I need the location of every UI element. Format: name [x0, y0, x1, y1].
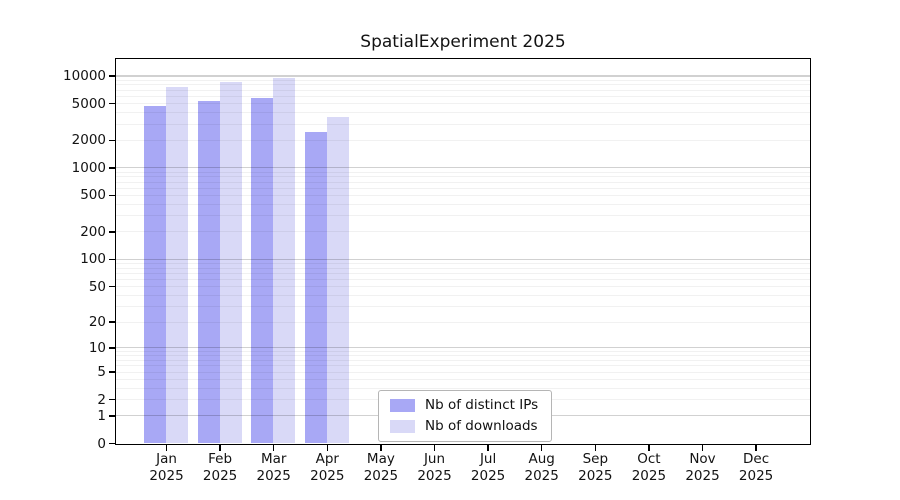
- y-tick: [109, 231, 115, 233]
- x-tick-label-may-2025: May 2025: [363, 451, 399, 484]
- x-tick: [219, 445, 221, 451]
- y-tick-label: 1: [97, 407, 106, 424]
- x-tick: [648, 445, 650, 451]
- y-tick-label: 50: [88, 278, 106, 295]
- y-tick: [109, 321, 115, 323]
- y-tick: [109, 415, 115, 417]
- y-tick-label: 200: [80, 223, 106, 240]
- x-tick-label-dec-2025: Dec 2025: [738, 451, 774, 484]
- x-tick: [701, 445, 704, 451]
- bar-distinct-ips-apr-2025: [304, 131, 327, 443]
- bar-downloads-apr-2025: [326, 116, 349, 443]
- y-tick: [109, 442, 115, 445]
- y-tick-label: 100: [80, 251, 106, 268]
- x-tick: [594, 445, 596, 451]
- y-tick-label: 5: [97, 364, 106, 380]
- bar-distinct-ips-feb-2025: [197, 100, 220, 443]
- x-tick-label-aug-2025: Aug 2025: [524, 451, 559, 484]
- x-tick: [326, 445, 328, 451]
- gridline-major: [116, 75, 810, 77]
- y-tick: [109, 194, 115, 197]
- legend-swatch-distinct-ips: [390, 399, 415, 412]
- y-tick-label: 5000: [71, 95, 106, 112]
- y-tick-label: 0: [97, 435, 106, 452]
- x-tick: [433, 445, 436, 451]
- x-tick-label-oct-2025: Oct 2025: [631, 451, 667, 484]
- y-tick: [109, 285, 115, 288]
- legend-swatch-downloads: [390, 420, 415, 433]
- y-tick-label: 2: [97, 391, 106, 408]
- legend-item-downloads: Nb of downloads: [390, 419, 538, 434]
- y-tick: [109, 371, 115, 373]
- y-tick-label: 10000: [63, 68, 106, 84]
- legend-label-downloads: Nb of downloads: [425, 418, 538, 434]
- legend-label-distinct-ips: Nb of distinct IPs: [425, 397, 539, 413]
- x-tick-label-jul-2025: Jul 2025: [470, 451, 506, 484]
- bar-distinct-ips-jan-2025: [144, 105, 166, 443]
- bar-downloads-jan-2025: [166, 86, 188, 443]
- y-tick: [109, 75, 115, 77]
- y-tick-label: 10: [88, 339, 106, 356]
- x-tick: [273, 445, 275, 451]
- x-tick: [541, 445, 543, 451]
- y-tick-label: 2000: [71, 132, 106, 149]
- x-tick-label-sep-2025: Sep 2025: [578, 451, 613, 484]
- legend-item-distinct-ips: Nb of distinct IPs: [390, 398, 538, 413]
- x-tick: [487, 445, 489, 451]
- x-tick-label-apr-2025: Apr 2025: [310, 451, 345, 484]
- x-tick-label-jun-2025: Jun 2025: [417, 451, 452, 484]
- y-tick: [109, 347, 115, 349]
- y-tick-label: 500: [80, 187, 106, 204]
- x-tick: [755, 445, 757, 451]
- y-tick-label: 1000: [71, 159, 106, 176]
- x-tick-label-nov-2025: Nov 2025: [685, 451, 720, 484]
- y-tick: [109, 102, 115, 105]
- chart-title: SpatialExperiment 2025: [360, 32, 566, 52]
- x-tick: [165, 445, 168, 451]
- y-tick: [109, 258, 115, 261]
- legend: Nb of distinct IPs Nb of downloads: [378, 390, 553, 442]
- x-tick-label-feb-2025: Feb 2025: [202, 451, 238, 484]
- bar-downloads-mar-2025: [273, 77, 296, 443]
- bar-downloads-feb-2025: [219, 81, 242, 443]
- x-tick-label-jan-2025: Jan 2025: [149, 451, 184, 484]
- plot-area: [115, 58, 811, 445]
- y-tick-label: 20: [88, 314, 106, 331]
- y-tick: [109, 139, 115, 141]
- y-tick: [109, 167, 115, 169]
- y-tick: [109, 398, 115, 401]
- x-tick: [380, 445, 382, 451]
- bar-distinct-ips-mar-2025: [251, 97, 274, 443]
- x-tick-label-mar-2025: Mar 2025: [256, 451, 291, 484]
